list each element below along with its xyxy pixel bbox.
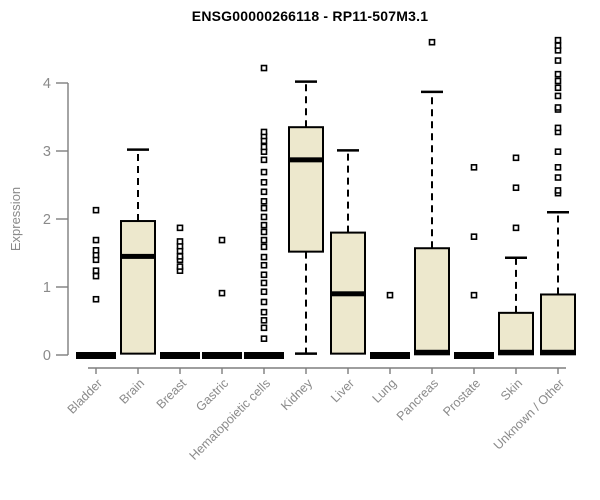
outlier-point-bladder	[92, 267, 100, 274]
x-tick-label-unknown-other: Unknown / Other	[491, 376, 567, 452]
outlier-point-skin	[512, 184, 520, 192]
outlier-point-bladder	[92, 236, 100, 244]
outlier-point-prostate	[470, 233, 478, 240]
y-tick-label: 2	[43, 212, 51, 228]
x-tick-label-hematopoietic-cells: Hematopoietic cells	[187, 376, 274, 463]
outlier-point-hematopoietic-cells	[260, 288, 268, 296]
median-bar-bladder	[76, 352, 116, 359]
x-tick-label-bladder: Bladder	[65, 376, 105, 416]
outlier-point-hematopoietic-cells	[260, 128, 268, 136]
outlier-point-hematopoietic-cells	[260, 271, 268, 279]
outlier-point-hematopoietic-cells	[260, 228, 268, 236]
outlier-point-unknown-other	[554, 57, 562, 64]
outlier-point-hematopoietic-cells	[260, 298, 268, 306]
outlier-point-breast	[176, 253, 184, 260]
x-tick-label-liver: Liver	[328, 376, 357, 405]
outlier-point-gastric	[218, 289, 226, 297]
outlier-point-hematopoietic-cells	[260, 168, 268, 176]
outlier-point-bladder	[92, 272, 100, 280]
outlier-point-hematopoietic-cells	[260, 156, 268, 164]
y-tick-label: 0	[43, 348, 51, 364]
outlier-point-hematopoietic-cells	[260, 143, 268, 151]
outlier-point-skin	[512, 154, 520, 162]
outlier-point-unknown-other	[554, 104, 562, 111]
outlier-point-unknown-other	[554, 77, 562, 85]
x-tick-label-skin: Skin	[498, 376, 525, 403]
median-line-skin	[499, 349, 533, 355]
outlier-point-hematopoietic-cells	[260, 64, 268, 72]
outlier-point-hematopoietic-cells	[260, 236, 268, 244]
median-line-brain	[121, 253, 155, 259]
outlier-point-prostate	[470, 291, 478, 299]
outlier-point-hematopoietic-cells	[260, 253, 268, 261]
median-bar-breast	[160, 352, 200, 359]
box-brain	[120, 220, 156, 355]
x-tick-label-brain: Brain	[117, 376, 148, 407]
outlier-point-unknown-other	[554, 84, 562, 92]
x-tick-label-breast: Breast	[154, 376, 190, 412]
outlier-point-unknown-other	[554, 92, 562, 100]
y-tick-label: 4	[43, 76, 51, 92]
median-line-kidney	[289, 157, 323, 163]
median-bar-gastric	[202, 352, 242, 359]
y-tick-label: 3	[43, 144, 51, 160]
median-bar-lung	[370, 352, 410, 359]
outlier-point-hematopoietic-cells	[260, 188, 268, 196]
outlier-point-hematopoietic-cells	[260, 324, 268, 332]
box-unknown-other	[540, 293, 576, 356]
median-bar-prostate	[454, 352, 494, 359]
outlier-point-hematopoietic-cells	[260, 308, 268, 316]
x-tick-label-pancreas: Pancreas	[394, 376, 441, 423]
outlier-point-lung	[386, 291, 394, 299]
outlier-point-unknown-other	[554, 148, 562, 155]
median-line-pancreas	[415, 349, 449, 355]
outlier-point-breast	[176, 238, 184, 245]
box-kidney	[288, 126, 324, 253]
outlier-point-hematopoietic-cells	[260, 243, 268, 251]
outlier-point-breast	[176, 263, 184, 270]
outlier-point-bladder	[92, 246, 100, 254]
x-tick-label-kidney: Kidney	[278, 376, 315, 413]
outlier-point-unknown-other	[554, 36, 562, 44]
outlier-point-bladder	[92, 295, 100, 303]
outlier-point-hematopoietic-cells	[260, 221, 268, 229]
outlier-point-hematopoietic-cells	[260, 198, 268, 205]
outlier-point-pancreas	[428, 38, 436, 46]
outlier-point-hematopoietic-cells	[260, 178, 268, 186]
outlier-point-unknown-other	[554, 42, 562, 49]
outlier-point-hematopoietic-cells	[260, 261, 268, 269]
median-line-liver	[331, 291, 365, 297]
median-bar-hematopoietic-cells	[244, 352, 284, 359]
x-tick-label-prostate: Prostate	[440, 376, 483, 419]
outlier-point-skin	[512, 224, 520, 232]
box-pancreas	[414, 247, 450, 356]
outlier-point-prostate	[470, 164, 478, 171]
outlier-point-unknown-other	[554, 124, 562, 132]
outlier-point-bladder	[92, 206, 100, 214]
outlier-point-hematopoietic-cells	[260, 335, 268, 342]
outlier-point-unknown-other	[554, 70, 562, 78]
outlier-point-hematopoietic-cells	[260, 317, 268, 324]
outlier-point-unknown-other	[554, 164, 562, 171]
outlier-point-breast	[176, 224, 184, 232]
x-tick-label-lung: Lung	[370, 376, 400, 406]
median-line-unknown-other	[541, 349, 575, 355]
box-skin	[498, 311, 534, 356]
x-tick-label-gastric: Gastric	[193, 376, 231, 414]
outlier-point-unknown-other	[554, 174, 562, 181]
chart-title: ENSG00000266118 - RP11-507M3.1	[191, 8, 429, 24]
outlier-point-gastric	[218, 236, 226, 244]
outlier-point-unknown-other	[554, 187, 562, 194]
outlier-point-hematopoietic-cells	[260, 213, 268, 221]
outlier-point-hematopoietic-cells	[260, 279, 268, 287]
outlier-point-hematopoietic-cells	[260, 204, 268, 212]
y-tick-label: 1	[43, 280, 51, 296]
